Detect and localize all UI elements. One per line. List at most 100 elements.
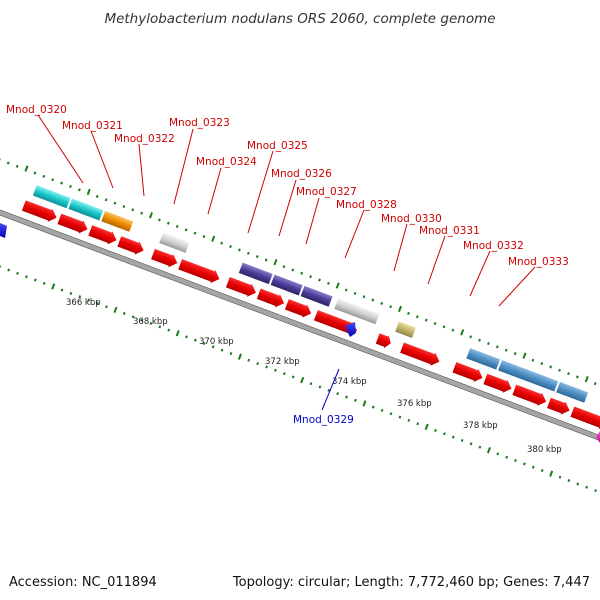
outer-tick <box>593 382 597 386</box>
ruler-label: 370 kbp <box>199 337 234 347</box>
gene-label[interactable]: Mnod_0320 <box>6 104 67 116</box>
inner-tick <box>60 288 64 292</box>
gene-label[interactable]: Mnod_0323 <box>169 117 230 129</box>
forward-gene-arrow[interactable] <box>225 276 258 300</box>
inner-tick <box>558 475 562 479</box>
forward-gene-arrow[interactable] <box>284 298 313 320</box>
inner-tick <box>451 435 455 439</box>
forward-gene-arrow[interactable] <box>512 383 549 408</box>
outer-tick <box>24 165 29 172</box>
gene-label[interactable]: Mnod_0324 <box>196 156 257 168</box>
outer-tick <box>549 365 553 369</box>
gene-label[interactable]: Mnod_0332 <box>463 240 524 252</box>
forward-gene-arrow[interactable] <box>570 405 600 431</box>
inner-tick <box>87 298 91 302</box>
outer-tick <box>86 188 91 196</box>
outer-tick <box>309 275 312 279</box>
outer-tick <box>166 221 170 225</box>
inner-tick <box>96 301 99 305</box>
forward-gene-arrow[interactable] <box>375 332 393 350</box>
gene-label[interactable]: Mnod_0327 <box>296 186 357 198</box>
forward-gene-arrow[interactable] <box>88 224 119 247</box>
gene-label[interactable]: Mnod_0321 <box>62 120 123 132</box>
outer-tick <box>558 368 561 372</box>
gene-label[interactable]: Mnod_0330 <box>381 213 442 225</box>
inner-tick <box>576 482 580 486</box>
forward-gene-arrow[interactable] <box>117 235 146 257</box>
feature-box[interactable] <box>270 274 303 296</box>
forward-gene-arrow[interactable] <box>546 396 572 417</box>
gene-labels-top: Mnod_0320 Mnod_0321 Mnod_0322 Mnod_0323 … <box>6 104 569 268</box>
inner-tick <box>407 418 411 422</box>
feature-box[interactable] <box>395 321 416 339</box>
feature-box[interactable] <box>159 232 190 253</box>
feature-box[interactable] <box>334 298 380 325</box>
inner-tick <box>122 311 126 315</box>
outer-tick <box>193 231 197 235</box>
ruler-label: 374 kbp <box>332 377 367 387</box>
forward-gene-arrow[interactable] <box>57 212 90 236</box>
inner-tick <box>460 438 464 442</box>
inner-tick <box>478 445 482 449</box>
feature-box[interactable] <box>498 360 559 392</box>
inner-tick <box>131 315 135 319</box>
ruler-label: 368 kbp <box>133 317 168 327</box>
gene-label[interactable]: Mnod_0331 <box>419 225 480 237</box>
outer-tick <box>451 328 455 332</box>
outer-tick <box>469 335 473 339</box>
outer-tick <box>380 301 384 305</box>
outer-tick <box>495 345 499 349</box>
genome-backbone <box>0 195 600 455</box>
gene-label[interactable]: Mnod_0333 <box>508 256 569 268</box>
gene-label[interactable]: Mnod_0329 <box>293 414 354 426</box>
feature-box[interactable] <box>556 381 589 403</box>
inner-tick <box>523 462 526 466</box>
reverse-gene-arrow[interactable] <box>345 322 356 337</box>
outer-tick <box>540 362 544 366</box>
forward-gene-arrow[interactable] <box>178 258 222 286</box>
ruler-label: 380 kbp <box>527 445 562 455</box>
inner-tick <box>167 328 171 332</box>
outer-tick <box>113 201 117 205</box>
forward-gene-arrow[interactable] <box>21 199 59 224</box>
feature-row-outer <box>32 185 589 403</box>
gene-label[interactable]: Mnod_0322 <box>114 133 175 145</box>
inner-tick <box>309 382 313 386</box>
outer-tick <box>327 281 330 285</box>
feature-box[interactable] <box>32 185 71 209</box>
inner-tick <box>434 428 437 432</box>
inner-tick <box>237 353 242 360</box>
forward-gene-arrow[interactable] <box>483 372 514 395</box>
gene-label[interactable]: Mnod_0328 <box>336 199 397 211</box>
ruler-label: 378 kbp <box>463 421 498 431</box>
inner-tick <box>33 278 37 282</box>
reverse-gene-arrow[interactable] <box>596 431 600 443</box>
inner-tick <box>567 479 571 483</box>
feature-box[interactable] <box>238 262 273 285</box>
feature-box[interactable] <box>466 348 501 370</box>
inner-tick <box>140 318 144 322</box>
genome-track <box>0 158 600 493</box>
inner-tick <box>185 335 188 339</box>
inner-tick <box>282 372 286 376</box>
forward-gene-arrow[interactable] <box>151 247 180 269</box>
inner-tick <box>345 395 348 399</box>
reverse-gene-arrow[interactable] <box>0 223 7 238</box>
feature-box[interactable] <box>300 285 333 307</box>
feature-box[interactable] <box>101 210 134 232</box>
forward-gene-arrow[interactable] <box>400 341 442 368</box>
outer-tick <box>584 375 589 383</box>
outer-tick <box>504 348 508 352</box>
gene-label[interactable]: Mnod_0325 <box>247 140 308 152</box>
outer-tick <box>60 181 63 185</box>
outer-tick <box>487 341 490 346</box>
forward-gene-arrow[interactable] <box>256 287 286 310</box>
accession-text: Accession: NC_011894 <box>9 575 157 590</box>
inner-tick <box>549 470 554 477</box>
forward-gene-arrow[interactable] <box>452 361 485 385</box>
gene-label[interactable]: Mnod_0326 <box>271 168 332 180</box>
feature-box[interactable] <box>68 198 104 221</box>
outer-tick <box>0 158 1 162</box>
outer-tick <box>229 245 232 249</box>
outer-tick <box>51 178 55 182</box>
